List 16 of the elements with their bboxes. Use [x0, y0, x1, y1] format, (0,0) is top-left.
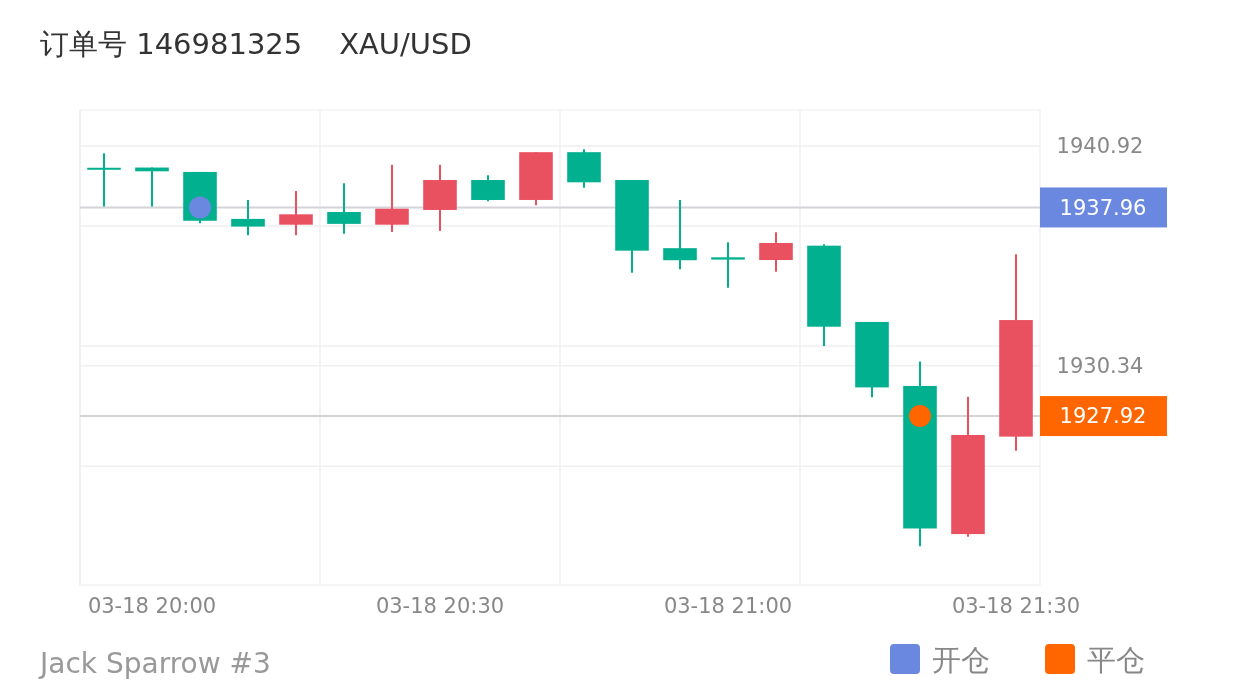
candlestick: [87, 152, 121, 208]
legend-label: 开仓: [932, 643, 990, 677]
x-tick-label: 03-18 20:30: [375, 594, 505, 618]
x-tick-label: 03-18 20:00: [87, 594, 217, 618]
chart-title: 订单号 146981325 XAU/USD: [40, 27, 472, 61]
legend-label: 平仓: [1087, 643, 1145, 677]
text: Jack Sparrow #3: [38, 647, 271, 680]
candlestick: [711, 241, 745, 289]
y-tick-label: 1930.34: [1056, 354, 1144, 379]
candlestick: [231, 198, 265, 237]
x-tick-label: 03-18 21:00: [663, 594, 793, 618]
x-tick-label: 03-18 21:30: [951, 594, 1081, 618]
ref-line-label: 1937.96: [1059, 195, 1147, 220]
ref-line-label: 1927.92: [1059, 404, 1147, 429]
candlestick: [663, 198, 697, 271]
y-tick-label: 1940.92: [1056, 134, 1144, 159]
